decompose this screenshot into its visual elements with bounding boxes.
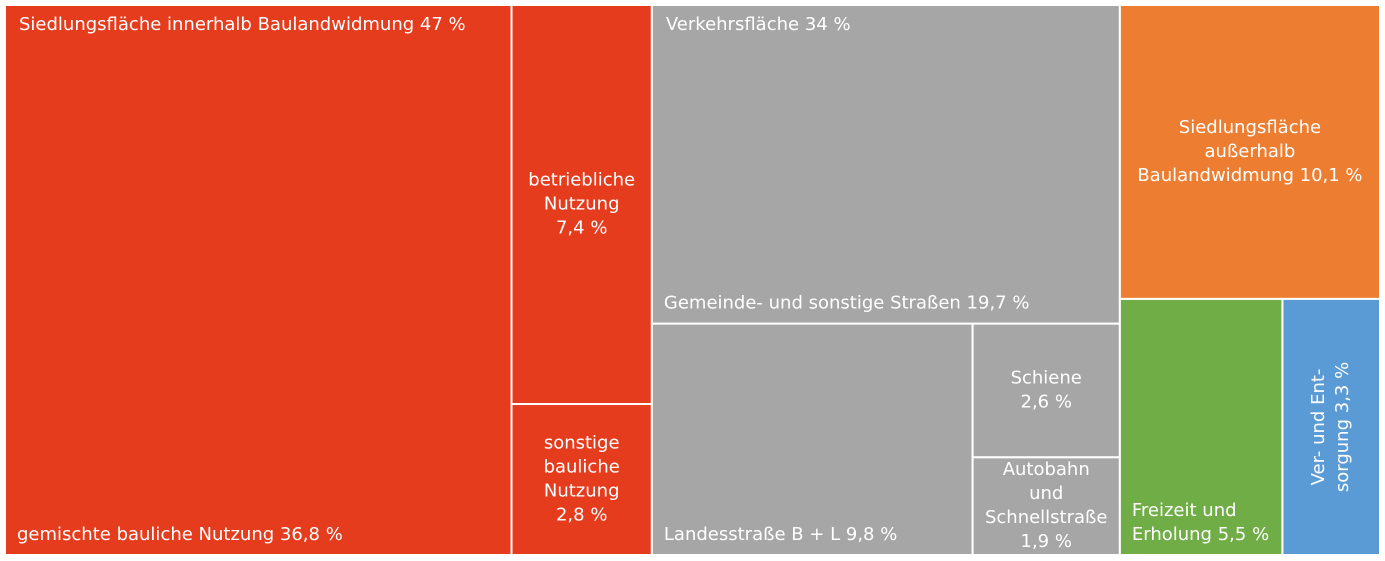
tile-label: Freizeit und (1132, 500, 1237, 521)
tile-label: Gemeinde- und sonstige Straßen 19,7 % (664, 293, 1030, 314)
name-label: sorgung (1332, 419, 1353, 492)
tile (4, 4, 513, 556)
group-tile (1118, 297, 1284, 556)
value-label: 10,1 % (1300, 165, 1363, 186)
tile (650, 4, 1121, 325)
tile-label: Autobahn (1003, 459, 1090, 480)
tile-label: bauliche (544, 457, 620, 478)
name-label: Nutzung (544, 481, 620, 502)
tile-label: betriebliche (528, 170, 635, 191)
group-tile (1118, 4, 1381, 300)
name-label: Verkehrsfläche (666, 14, 799, 35)
value-label: 34 % (805, 14, 851, 35)
name-label: Freizeit und (1132, 500, 1237, 521)
name-label: Ver- und Ent- (1308, 369, 1329, 486)
tile-label: 7,4 % (556, 218, 607, 239)
name-label: Siedlungsfläche innerhalb Baulandwidmung (19, 14, 414, 35)
value-label: 9,8 % (846, 524, 897, 545)
value-label: 36,8 % (280, 524, 343, 545)
tile-label: 1,9 % (1021, 531, 1072, 552)
name-label: bauliche (544, 457, 620, 478)
tile-label: Schiene (1011, 368, 1082, 389)
name-label: außerhalb (1205, 141, 1296, 162)
name-label: Landesstraße B + L (664, 524, 840, 545)
group-tile (1281, 297, 1382, 556)
name-label: Schiene (1011, 368, 1082, 389)
tile-label: Landesstraße B + L 9,8 % (664, 524, 897, 545)
name-label: und (1029, 483, 1063, 504)
tile-label: außerhalb (1205, 141, 1296, 162)
tile-label: Nutzung (544, 194, 620, 215)
tile-label: Baulandwidmung 10,1 % (1137, 165, 1362, 186)
name-label: Autobahn (1003, 459, 1090, 480)
name-label: Schnellstraße (985, 507, 1108, 528)
name-label: Erholung (1132, 524, 1212, 545)
name-label: betriebliche (528, 170, 635, 191)
value-label: 2,6 % (1021, 392, 1072, 413)
tile (510, 4, 653, 406)
tile-label: Erholung 5,5 % (1132, 524, 1269, 545)
value-label: 47 % (420, 14, 466, 35)
value-label: 19,7 % (967, 293, 1030, 314)
tile-label: sorgung 3,3 % (1332, 362, 1353, 492)
value-label: 3,3 % (1332, 362, 1353, 413)
tile-label: Siedlungsfläche (1179, 117, 1321, 138)
value-label: 5,5 % (1218, 524, 1269, 545)
value-label: 1,9 % (1021, 531, 1072, 552)
tile-label: 2,8 % (556, 505, 607, 526)
tile-label: Siedlungsfläche innerhalb Baulandwidmung… (19, 14, 466, 35)
tile-label: 2,6 % (1021, 392, 1072, 413)
name-label: Siedlungsfläche (1179, 117, 1321, 138)
tile-label: Ver- und Ent- (1308, 369, 1329, 486)
tile-label: Verkehrsfläche 34 % (666, 14, 851, 35)
tile-label: Nutzung (544, 481, 620, 502)
tile-label: gemischte bauliche Nutzung 36,8 % (17, 524, 343, 545)
tile (650, 322, 974, 557)
tile-label: sonstige (544, 433, 620, 454)
name-label: sonstige (544, 433, 620, 454)
tile-label: Schnellstraße (985, 507, 1108, 528)
name-label: Baulandwidmung (1137, 165, 1294, 186)
name-label: Gemeinde- und sonstige Straßen (664, 293, 961, 314)
tile (510, 403, 653, 557)
rotated-label: Ver- und Ent-sorgung 3,3 % (1308, 362, 1353, 492)
value-label: 7,4 % (556, 218, 607, 239)
name-label: Nutzung (544, 194, 620, 215)
tile-label: und (1029, 483, 1063, 504)
tile (971, 322, 1121, 459)
value-label: 2,8 % (556, 505, 607, 526)
name-label: gemischte bauliche Nutzung (17, 524, 274, 545)
